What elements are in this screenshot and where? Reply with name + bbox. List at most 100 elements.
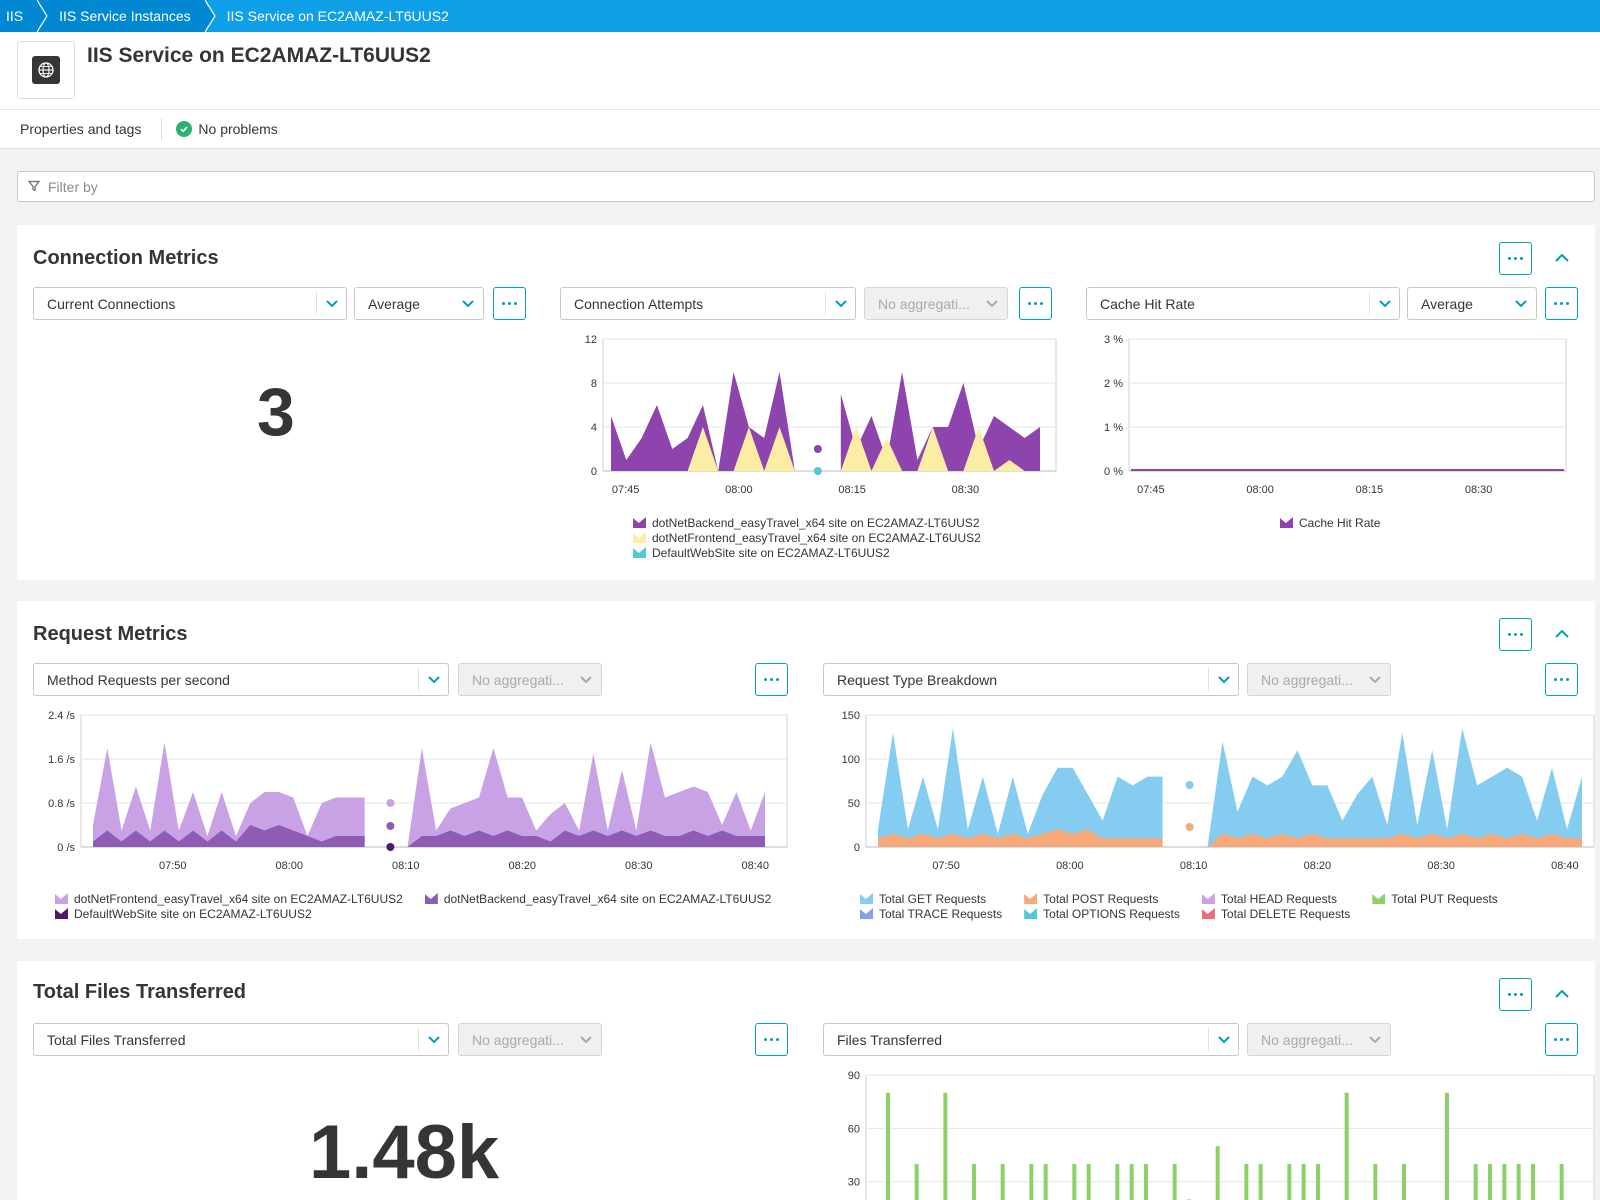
problems-status[interactable]: No problems	[162, 121, 278, 137]
panel-more-button[interactable]	[1545, 1023, 1578, 1056]
series-default-point	[386, 843, 395, 851]
legend-swatch-icon	[424, 893, 438, 904]
y-tick-label: 150	[842, 710, 860, 722]
chevron-down-icon	[316, 292, 346, 315]
legend-item[interactable]: dotNetBackend_easyTravel_x64 site on EC2…	[424, 891, 772, 906]
aggregation-select[interactable]: No aggregati...	[864, 287, 1008, 320]
entity-subbar: Properties and tags No problems	[0, 110, 1600, 149]
filter-input[interactable]: Filter by	[17, 171, 1595, 202]
series-backend-point	[813, 445, 822, 453]
aggregation-select[interactable]: No aggregati...	[1247, 663, 1391, 696]
chevron-down-icon	[825, 292, 855, 315]
bar	[1301, 1163, 1306, 1200]
legend-item[interactable]: dotNetBackend_easyTravel_x64 site on EC2…	[633, 515, 981, 530]
legend-item[interactable]: Total POST Requests	[1024, 891, 1180, 906]
select-value: Connection Attempts	[574, 295, 704, 312]
chart-svg: 30 60 90	[848, 1070, 1595, 1200]
breadcrumb-label: IIS	[6, 8, 24, 24]
metric-select[interactable]: Connection Attempts	[560, 287, 856, 320]
filter-placeholder: Filter by	[48, 178, 98, 195]
breadcrumb-item-current[interactable]: IIS Service on EC2AMAZ-LT6UUS2	[218, 0, 1600, 32]
select-value: Current Connections	[47, 295, 176, 312]
legend-label: Total OPTIONS Requests	[1043, 906, 1180, 921]
legend-label: DefaultWebSite site on EC2AMAZ-LT6UUS2	[652, 545, 890, 560]
legend-label: dotNetBackend_easyTravel_x64 site on EC2…	[443, 891, 772, 906]
y-tick-label: 90	[848, 1070, 860, 1082]
legend-item[interactable]: Total DELETE Requests	[1201, 906, 1350, 921]
legend-label: dotNetBackend_easyTravel_x64 site on EC2…	[652, 515, 980, 530]
section-more-button[interactable]	[1499, 242, 1532, 275]
chevron-down-icon	[571, 668, 601, 691]
panel-more-button[interactable]	[755, 663, 788, 696]
current-connections-value: 3	[257, 374, 295, 450]
bar	[1531, 1163, 1535, 1200]
legend-item[interactable]: Total HEAD Requests	[1201, 891, 1350, 906]
legend-item[interactable]: Total PUT Requests	[1372, 891, 1498, 906]
check-circle-icon	[176, 121, 193, 137]
aggregation-select[interactable]: No aggregati...	[458, 1023, 602, 1056]
aggregation-select[interactable]: No aggregati...	[1247, 1023, 1391, 1056]
panel-more-button[interactable]	[1019, 287, 1052, 320]
select-value: No aggregati...	[1261, 671, 1353, 688]
x-tick-label: 08:10	[1180, 860, 1208, 872]
x-tick-label: 08:15	[1356, 484, 1384, 496]
metric-select[interactable]: Total Files Transferred	[33, 1023, 449, 1056]
panel-more-button[interactable]	[1545, 663, 1578, 696]
chart-svg: 0 50 100 150 07:50 08:00 08:10 08:20 08:30 08:40	[842, 710, 1595, 872]
x-tick-label: 08:30	[625, 860, 653, 872]
x-tick-label: 07:50	[932, 860, 960, 872]
metric-select[interactable]: Method Requests per second	[33, 663, 449, 696]
aggregation-select[interactable]: No aggregati...	[458, 663, 602, 696]
metric-select[interactable]: Current Connections	[33, 287, 347, 320]
legend-item[interactable]: dotNetFrontend_easyTravel_x64 site on EC…	[55, 891, 403, 906]
legend-item[interactable]: Cache Hit Rate	[1280, 515, 1380, 530]
y-tick-label: 100	[842, 754, 860, 766]
cache-hit-rate-chart: 0 % 1 % 2 % 3 % 07:45 08:00 08:15 08:30	[1086, 333, 1586, 508]
metric-select[interactable]: Cache Hit Rate	[1086, 287, 1400, 320]
legend-item[interactable]: DefaultWebSite site on EC2AMAZ-LT6UUS2	[55, 906, 403, 921]
bar	[1402, 1163, 1406, 1200]
legend-item[interactable]: Total OPTIONS Requests	[1024, 906, 1180, 921]
y-tick-label: 1.6 /s	[48, 754, 75, 766]
request-type-breakdown-chart: 0 50 100 150 07:50 08:00 08:10 08:20 08:30 08:40	[823, 709, 1595, 884]
metric-select[interactable]: Files Transferred	[823, 1023, 1239, 1056]
section-more-button[interactable]	[1499, 618, 1532, 651]
bar	[1559, 1163, 1564, 1200]
panel-more-button[interactable]	[755, 1023, 788, 1056]
section-title: Connection Metrics	[33, 247, 219, 269]
panel-more-button[interactable]	[493, 287, 526, 320]
metric-select[interactable]: Request Type Breakdown	[823, 663, 1239, 696]
chevron-down-icon	[571, 1028, 601, 1051]
legend-item[interactable]: Total GET Requests	[860, 891, 1002, 906]
select-value: No aggregati...	[878, 295, 970, 312]
legend-label: Total PUT Requests	[1391, 891, 1498, 906]
chevron-up-icon[interactable]	[1552, 624, 1572, 644]
bar	[1172, 1163, 1177, 1200]
chevron-down-icon	[418, 1028, 448, 1051]
plot-area: 0 % 1 % 2 % 3 % 07:45 08:00 08:15 08:30	[1104, 334, 1567, 496]
section-title: Total Files Transferred	[33, 981, 247, 1003]
cache-hit-rate-legend: Cache Hit Rate	[1280, 515, 1380, 530]
legend-item[interactable]: dotNetFrontend_easyTravel_x64 site on EC…	[633, 530, 981, 545]
section-more-button[interactable]	[1499, 978, 1532, 1011]
breadcrumb-item-service-instances[interactable]: IIS Service Instances	[51, 0, 205, 32]
method-requests-chart: 0 /s 0.8 /s 1.6 /s 2.4 /s 07:50 08:00 08:10 08:…	[33, 709, 793, 884]
legend-label: Total HEAD Requests	[1220, 891, 1337, 906]
bar	[1488, 1163, 1492, 1200]
bar	[1258, 1163, 1263, 1200]
x-tick-label: 07:45	[1137, 484, 1165, 496]
y-tick-label: 3 %	[1104, 334, 1123, 346]
section-title: Request Metrics	[33, 623, 188, 645]
aggregation-select[interactable]: Average	[354, 287, 484, 320]
bar	[1445, 1092, 1449, 1200]
chevron-up-icon[interactable]	[1552, 248, 1572, 268]
properties-and-tags-link[interactable]: Properties and tags	[0, 118, 163, 140]
panel-more-button[interactable]	[1545, 287, 1578, 320]
aggregation-select[interactable]: Average	[1407, 287, 1537, 320]
chart-svg: 0 /s 0.8 /s 1.6 /s 2.4 /s 07:50 08:00 08:10 08:…	[48, 710, 788, 872]
legend-item[interactable]: DefaultWebSite site on EC2AMAZ-LT6UUS2	[633, 545, 981, 560]
chevron-up-icon[interactable]	[1552, 984, 1572, 1004]
legend-item[interactable]: Total TRACE Requests	[860, 906, 1002, 921]
breadcrumb-item-iis[interactable]: IIS	[0, 0, 37, 32]
legend-swatch-icon	[1201, 908, 1215, 919]
